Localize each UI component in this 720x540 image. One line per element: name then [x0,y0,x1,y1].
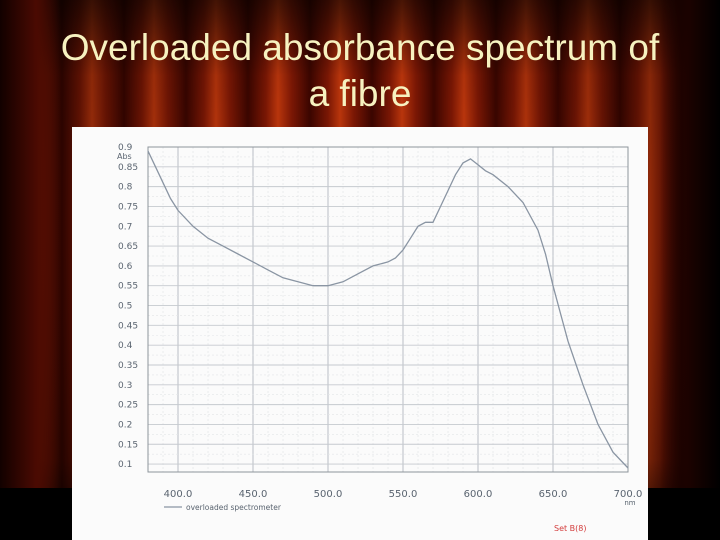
left-drape [0,0,60,540]
x-tick-label: 650.0 [539,489,568,500]
plot-frame [147,146,629,473]
y-tick-label: 0.5 [118,302,132,312]
x-tick-label: 700.0 [614,489,643,500]
spectrum-scan: 0.9 0.85 0.8 0.75 0.7 0.65 0.6 0.55 0.5 0.45 0.4 0.… [72,127,648,540]
x-axis-label: nm [624,499,635,507]
x-tick-label: 600.0 [464,489,493,500]
y-tick-label: 0.6 [118,262,133,272]
y-tick-label: 0.7 [118,222,132,232]
y-tick-label: 0.45 [118,321,138,331]
y-axis-label: Abs [117,152,132,161]
legend-label: overloaded spectrometer [186,503,282,512]
y-tick-label: 0.15 [118,440,138,450]
right-drape [660,0,720,540]
y-tick-label: 0.65 [118,242,138,252]
y-tick-label: 0.85 [118,163,138,173]
x-tick-label: 550.0 [389,489,418,500]
y-tick-label: 0.8 [118,183,133,193]
absorbance-chart: 0.9 0.85 0.8 0.75 0.7 0.65 0.6 0.55 0.5 0.45 0.4 0.… [117,143,643,533]
y-tick-label: 0.1 [118,460,132,470]
y-tick-label: 0.4 [118,341,133,351]
series-line [147,150,629,469]
y-tick-label: 0.2 [118,420,132,430]
y-tick-label: 0.9 [118,143,133,153]
slide-title-line-1: Overloaded absorbance spectrum of [60,27,660,68]
annotation-text: Set B(8) [554,524,587,533]
y-tick-label: 0.55 [118,282,138,292]
y-tick-label: 0.75 [118,202,138,212]
y-tick-label: 0.35 [118,361,138,371]
y-tick-label: 0.3 [118,381,132,391]
slide-title-line-2: a fibre [308,73,412,114]
y-tick-label: 0.25 [118,401,138,411]
x-tick-label: 450.0 [239,489,268,500]
x-tick-label: 500.0 [314,489,343,500]
x-tick-label: 400.0 [164,489,193,500]
